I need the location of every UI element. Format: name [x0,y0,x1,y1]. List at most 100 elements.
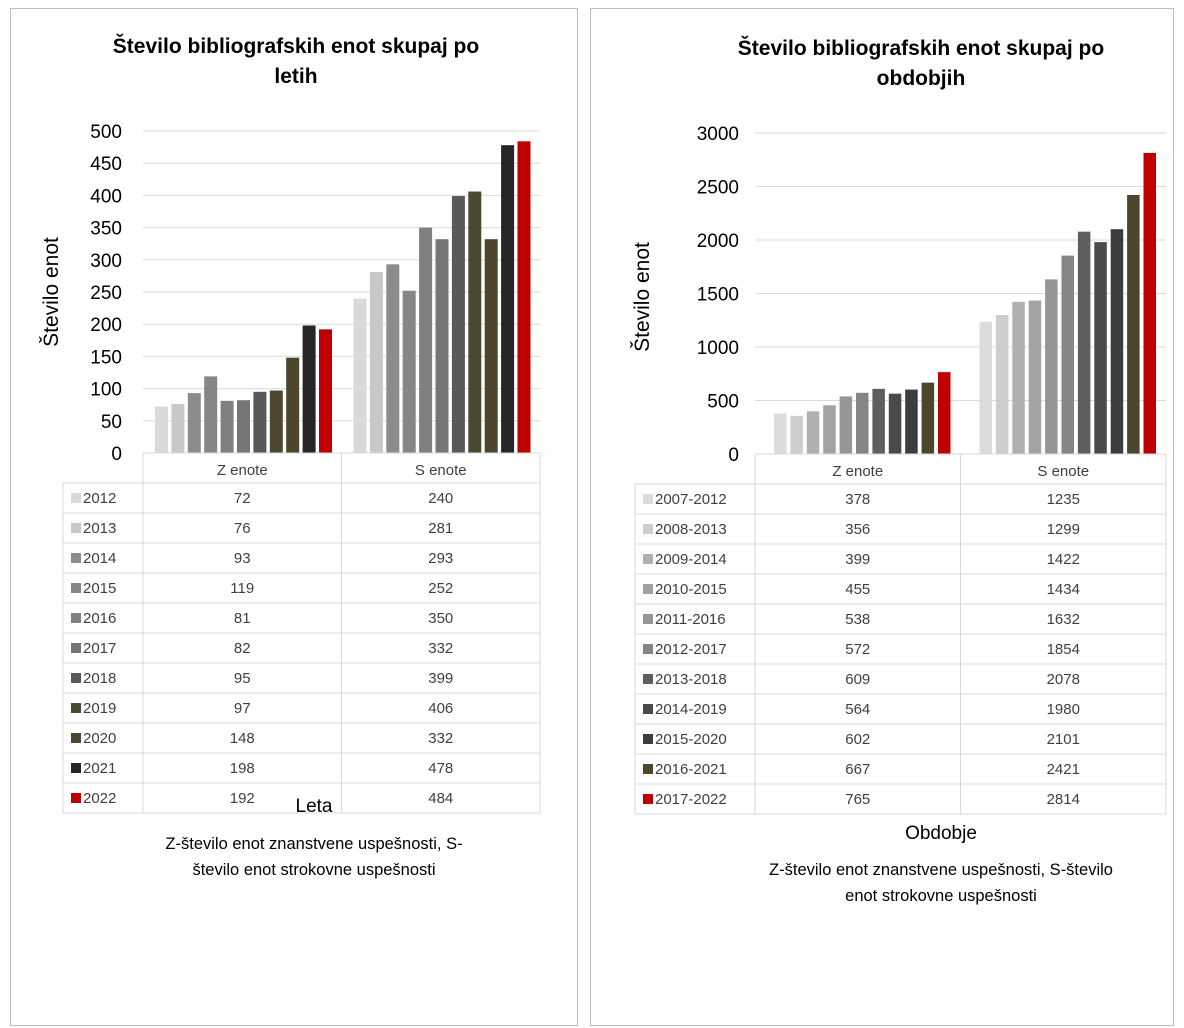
bar [921,382,935,454]
table-value: 192 [230,790,255,807]
bar [888,393,902,454]
legend-swatch [71,583,81,593]
footnote-line: Z-število enot znanstvene uspešnosti, S-… [769,861,1113,879]
legend-swatch [71,553,81,563]
y-tick-label: 0 [111,444,122,465]
table-value: 293 [428,550,453,567]
bar [856,392,869,454]
table-value: 252 [428,580,453,597]
y-tick-label: 0 [728,445,739,466]
legend-label: 2009-2014 [655,551,727,568]
legend-label: 2011-2016 [655,611,726,628]
table-value: 478 [428,760,453,777]
table-value: 148 [230,730,255,747]
bar [1143,152,1156,455]
table-value: 484 [428,790,453,807]
bar [204,376,218,453]
bar [302,325,316,453]
bar [451,196,465,453]
bar [1028,300,1042,454]
legend-label: 2019 [83,700,116,717]
bar [187,393,201,453]
footnote-line: število enot strokovne uspešnosti [192,861,435,879]
bar [155,406,168,453]
table-value: 572 [845,641,870,658]
legend-swatch [71,703,81,713]
legend-swatch [643,614,653,624]
bar [938,372,951,454]
bar [979,321,992,454]
legend-swatch [643,734,653,744]
legend-label: 2016 [83,610,116,627]
legend-swatch [643,644,653,654]
bar [484,239,498,453]
chart-title: obdobjih [877,67,966,90]
bar [220,400,234,453]
table-value: 76 [234,520,251,537]
y-tick-label: 300 [90,251,122,272]
legend-label: 2015-2020 [655,731,727,748]
bar [1110,229,1124,454]
legend-swatch [71,643,81,653]
table-value: 609 [845,671,870,688]
y-tick-label: 1500 [697,285,739,306]
legend-label: 2010-2015 [655,581,727,598]
table-value: 1235 [1047,491,1080,508]
legend-swatch [643,704,653,714]
y-tick-label: 500 [707,392,739,413]
chart-right-svg: Število bibliografskih enot skupaj po obd… [631,36,1167,905]
bar [872,388,885,454]
legend-label: 2015 [83,580,116,597]
bar [1094,242,1107,454]
bar [1012,301,1025,454]
bar [253,391,267,453]
table-value: 198 [230,760,255,777]
legend-swatch [71,793,81,803]
table-value: 564 [845,701,870,718]
bar [171,404,185,453]
table-value: 95 [234,670,251,687]
table-value: 1422 [1047,551,1080,568]
table-value: 406 [428,700,453,717]
table-value: 82 [234,640,251,657]
legend-swatch [71,733,81,743]
y-tick-label: 400 [90,186,122,207]
bar [1077,231,1091,454]
footnote-line: Z-število enot znanstvene uspešnosti, S- [165,835,462,853]
table-value: 765 [845,791,870,808]
legend-label: 2016-2021 [655,761,727,778]
bar [823,405,836,454]
table-value: 1632 [1047,611,1080,628]
legend-label: 2018 [83,670,116,687]
y-tick-label: 3000 [697,124,739,145]
legend-label: 2007-2012 [655,491,727,508]
y-tick-label: 500 [90,122,122,143]
chart-title: letih [274,65,317,88]
chart-panel-left: Število bibliografskih enot skupaj po let… [10,8,578,1026]
legend-label: 2013 [83,520,116,537]
table-value: 332 [428,730,453,747]
footnote-line: enot strokovne uspešnosti [845,887,1037,905]
bar [286,357,300,453]
table-value: 399 [428,670,453,687]
legend-label: 2017 [83,640,116,657]
bar [1045,279,1058,454]
bar [790,415,803,454]
legend-swatch [71,763,81,773]
bar [839,396,853,454]
table-value: 119 [230,580,254,597]
table-value: 93 [234,550,251,567]
chart-title: Število bibliografskih enot skupaj po [738,36,1104,60]
table-value: 2814 [1047,791,1080,808]
bar [1061,255,1074,454]
table-value: 1434 [1047,581,1080,598]
legend-swatch [643,524,653,534]
chart-title: Število bibliografskih enot skupaj po [113,34,479,58]
y-axis-label: Število enot [631,242,654,352]
bar [402,290,416,453]
bar [905,389,918,454]
chart-left-svg: Število bibliografskih enot skupaj po let… [40,34,541,879]
bar [369,272,383,453]
bar [353,298,367,453]
y-tick-label: 250 [90,283,122,304]
